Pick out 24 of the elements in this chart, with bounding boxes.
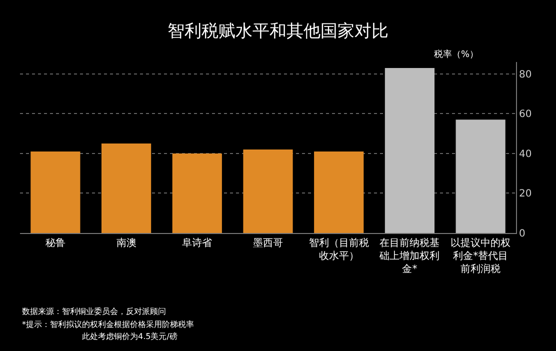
x-tick-label: 南澳	[116, 237, 136, 249]
y-tick-label: 40	[519, 148, 532, 160]
chart-title: 智利税赋水平和其他国家对比	[168, 21, 388, 42]
bar	[101, 144, 152, 233]
x-tick-label: 智利（目前税收水平）	[308, 237, 369, 262]
bar	[314, 151, 364, 233]
x-tick-label: 以提议中的权利金*替代目前利润税	[450, 237, 511, 275]
text: *提示：智利拟议的权利金根据价格采用阶梯税率	[22, 320, 194, 329]
x-tick-label: 墨西哥	[253, 238, 283, 249]
bar	[456, 120, 506, 233]
x-tick-label: 在目前纳税基础上增加权利金*	[378, 237, 440, 275]
bar	[172, 153, 222, 233]
y-tick-label: 0	[519, 228, 526, 240]
y-tick-label: 60	[519, 109, 532, 120]
source-note: 数据来源：智利铜业委员会，反对派顾问	[22, 307, 166, 316]
bar	[243, 149, 293, 233]
y-axis-title: 税率（%）	[434, 49, 479, 60]
text: 此处考虑铜价为4.5美元/磅	[82, 332, 178, 341]
y-tick-label: 80	[519, 69, 532, 80]
bar	[30, 151, 80, 233]
x-tick-label: 阜诗省	[182, 237, 212, 249]
x-tick-label: 秘鲁	[45, 237, 66, 249]
y-tick-label: 20	[519, 188, 532, 200]
bar	[384, 68, 435, 233]
